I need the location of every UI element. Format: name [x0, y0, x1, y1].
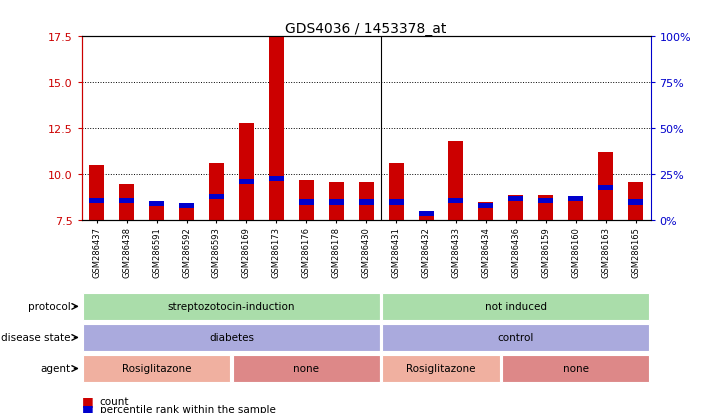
Bar — [598, 153, 613, 221]
Bar — [119, 198, 134, 203]
Bar — [119, 184, 134, 221]
Text: ■: ■ — [82, 394, 94, 407]
Text: none: none — [294, 363, 319, 374]
Bar — [239, 180, 254, 185]
Bar — [299, 180, 314, 221]
Bar — [538, 198, 553, 203]
Bar — [90, 198, 105, 203]
Bar — [628, 200, 643, 205]
Bar — [479, 204, 493, 209]
Bar — [83, 324, 380, 351]
Text: ■: ■ — [82, 402, 94, 413]
Bar — [269, 37, 284, 221]
Text: protocol: protocol — [28, 301, 70, 312]
Text: control: control — [498, 332, 534, 343]
Bar — [358, 200, 374, 205]
Text: percentile rank within the sample: percentile rank within the sample — [100, 404, 275, 413]
Bar — [389, 200, 404, 205]
Bar — [232, 355, 380, 382]
Bar — [209, 195, 224, 199]
Bar — [419, 211, 434, 216]
Bar — [508, 195, 523, 221]
Bar — [628, 183, 643, 221]
Text: disease state: disease state — [1, 332, 70, 343]
Bar — [83, 355, 230, 382]
Text: Rosiglitazone: Rosiglitazone — [122, 363, 191, 374]
Title: GDS4036 / 1453378_at: GDS4036 / 1453378_at — [286, 22, 447, 36]
Text: Rosiglitazone: Rosiglitazone — [406, 363, 476, 374]
Text: none: none — [562, 363, 589, 374]
Bar — [83, 293, 380, 320]
Bar — [328, 183, 343, 221]
Bar — [149, 202, 164, 207]
Bar — [299, 200, 314, 205]
Bar — [389, 164, 404, 221]
Bar — [358, 183, 374, 221]
Bar — [419, 214, 434, 221]
Text: diabetes: diabetes — [209, 332, 254, 343]
Text: streptozotocin-induction: streptozotocin-induction — [168, 301, 295, 312]
Bar — [179, 204, 194, 209]
Bar — [90, 166, 105, 221]
Bar — [479, 202, 493, 221]
Text: count: count — [100, 396, 129, 406]
Bar — [328, 200, 343, 205]
Bar — [269, 176, 284, 181]
Bar — [538, 195, 553, 221]
Bar — [383, 324, 649, 351]
Bar — [502, 355, 649, 382]
Bar — [568, 196, 583, 202]
Bar — [449, 142, 464, 221]
Bar — [383, 293, 649, 320]
Bar — [149, 204, 164, 221]
Text: agent: agent — [41, 363, 70, 374]
Bar — [239, 123, 254, 221]
Bar — [449, 198, 464, 203]
Bar — [383, 355, 500, 382]
Text: not induced: not induced — [485, 301, 547, 312]
Bar — [508, 196, 523, 202]
Bar — [598, 185, 613, 190]
Bar — [568, 197, 583, 221]
Bar — [179, 206, 194, 221]
Bar — [209, 164, 224, 221]
